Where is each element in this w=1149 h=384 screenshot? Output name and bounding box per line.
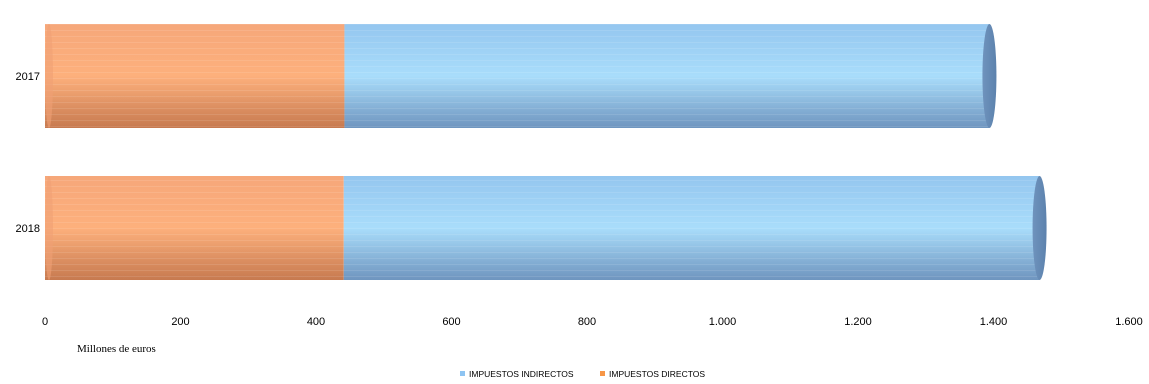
bar-texture-1-2017 [344,24,990,128]
x-axis: 0 200 400 600 800 1.000 1.200 1.400 1.600 [42,316,1143,328]
x-tick-label: 600 [442,316,460,328]
legend-swatch-0 [460,371,465,376]
unit-label: Millones de euros [77,343,156,355]
x-tick-label: 400 [307,316,325,328]
bar-start-cap-2018 [45,176,53,280]
x-tick-label: 1.400 [980,316,1008,328]
bar-end-cap-2018 [1032,176,1047,280]
bar-start-cap-2017 [45,24,53,128]
x-tick-label: 800 [578,316,596,328]
category-axis: 2017 2018 [16,71,40,235]
legend-label-1: IMPUESTOS DIRECTOS [609,369,705,379]
bar-texture-1-2018 [343,176,1040,280]
x-tick-label: 1.200 [844,316,872,328]
bar-end-cap-2017 [982,24,997,128]
bars-layer [45,24,1047,280]
category-label-2018: 2018 [16,223,40,235]
x-tick-label: 1.600 [1115,316,1143,328]
x-tick-label: 0 [42,316,48,328]
bar-texture-0-2018 [45,176,344,280]
x-tick-label: 1.000 [709,316,737,328]
category-label-2017: 2017 [16,71,40,83]
legend-label-0: IMPUESTOS INDIRECTOS [469,369,574,379]
legend-swatch-1 [600,371,605,376]
bar-texture-0-2017 [45,24,345,128]
legend: IMPUESTOS INDIRECTOS IMPUESTOS DIRECTOS [460,369,705,379]
x-tick-label: 200 [171,316,189,328]
